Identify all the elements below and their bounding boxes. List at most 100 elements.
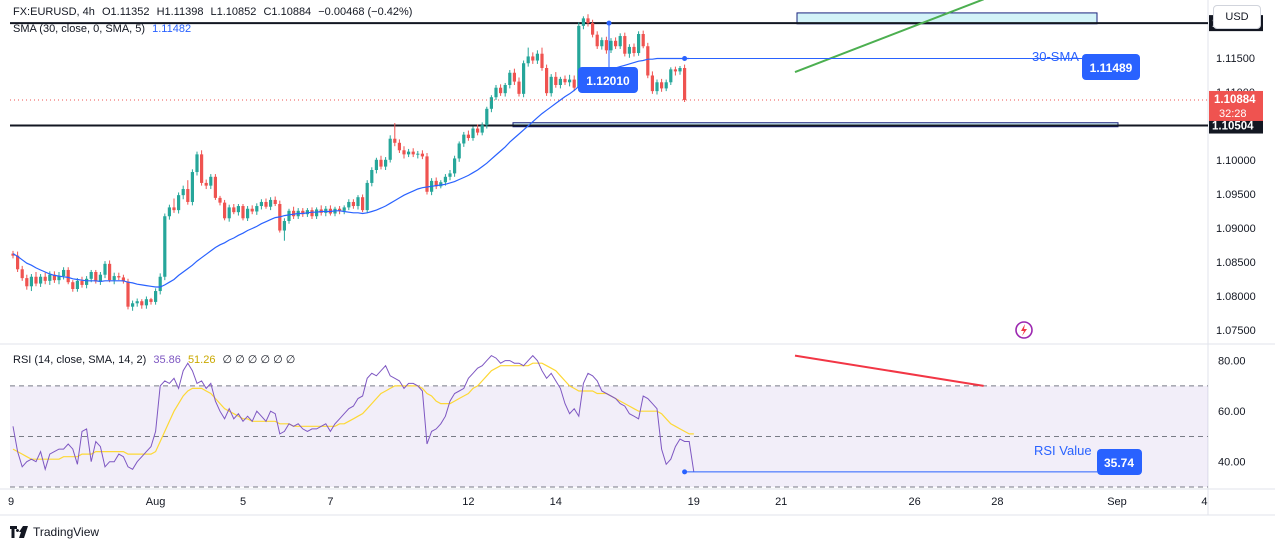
candle	[453, 155, 457, 177]
candle	[572, 75, 576, 92]
candle-body	[485, 108, 489, 126]
time-axis-label: 5	[240, 496, 246, 508]
candle	[347, 199, 351, 211]
legend-open: O1.11352	[101, 6, 150, 18]
rsi-callout-box	[1097, 449, 1142, 475]
candle	[241, 204, 245, 221]
candle	[595, 31, 599, 49]
candle-body	[57, 276, 61, 281]
candle	[57, 272, 61, 285]
candle	[177, 192, 181, 214]
candle-body	[623, 36, 627, 54]
candle-body	[664, 82, 668, 89]
candle-body	[52, 274, 56, 281]
candle	[554, 72, 558, 88]
lightning-icon-ring	[1015, 321, 1033, 339]
candle	[627, 44, 631, 58]
time-axis-label: 7	[327, 496, 333, 508]
candle-body	[466, 134, 470, 139]
candle-body	[227, 207, 231, 219]
candle-body	[503, 85, 507, 94]
candle-body	[480, 125, 484, 133]
candle	[568, 74, 572, 87]
candle-body	[637, 34, 641, 54]
candle-body	[540, 53, 544, 68]
candle	[71, 280, 75, 292]
rsi-callout-text: RSI Value	[1034, 443, 1092, 458]
candle	[522, 60, 526, 98]
time-axis-label: 14	[550, 496, 562, 508]
candle	[609, 38, 613, 54]
legend-low: L1.10852	[210, 6, 257, 18]
sma-callout-box	[1082, 54, 1140, 80]
candle-body	[609, 40, 613, 51]
candle	[664, 79, 668, 92]
candle-body	[494, 87, 498, 98]
candle-body	[361, 197, 365, 211]
candle-body	[241, 206, 245, 219]
candle-body	[305, 210, 309, 215]
candle-body	[512, 72, 516, 82]
candle	[448, 170, 452, 181]
candle-body	[439, 182, 443, 187]
candle	[650, 71, 654, 94]
candle-body	[591, 23, 595, 35]
candle-body	[218, 197, 222, 203]
candle	[204, 179, 208, 190]
price-trendline	[794, 0, 984, 74]
candle-body	[393, 138, 397, 143]
rsi-legend-extra: ∅ ∅ ∅ ∅ ∅ ∅	[222, 354, 296, 366]
candle-body	[572, 79, 576, 88]
price-axis-level-box	[1209, 117, 1263, 134]
candle	[655, 79, 659, 95]
time-axis-label: 4	[1201, 496, 1207, 508]
candle	[273, 196, 277, 207]
candle-body	[16, 255, 20, 270]
candle	[108, 260, 112, 283]
candle	[66, 267, 70, 285]
candle	[641, 30, 645, 49]
candle-body	[292, 210, 296, 217]
candle-body	[301, 210, 305, 215]
time-axis-label: Aug	[146, 496, 166, 508]
lightning-event-icon	[1015, 321, 1033, 339]
candle	[16, 251, 20, 272]
sma-callout-dot	[682, 55, 688, 61]
candle-body	[167, 207, 171, 217]
candle	[80, 276, 84, 288]
candle-body	[425, 156, 429, 192]
candle	[342, 205, 346, 215]
candle-body	[388, 138, 392, 160]
candle-body	[370, 170, 374, 183]
candle	[43, 272, 47, 285]
candle-body	[351, 201, 355, 207]
candle	[604, 36, 608, 54]
rsi-axis-tick: 80.00	[1218, 356, 1246, 368]
candle	[503, 82, 507, 97]
time-axis-label: 9	[8, 496, 14, 508]
candle	[384, 157, 388, 170]
candle	[494, 85, 498, 100]
candle	[660, 78, 664, 92]
candle	[11, 250, 15, 259]
candle	[517, 77, 521, 97]
candle	[462, 131, 466, 147]
candle-body	[627, 46, 631, 54]
candle-body	[508, 72, 512, 85]
candle-body	[379, 159, 383, 167]
rsi-ma-line	[12, 362, 694, 460]
currency-button[interactable]: USD	[1213, 5, 1261, 29]
price-axis-tick: 1.10000	[1216, 155, 1256, 167]
candle	[411, 148, 415, 158]
candle	[144, 296, 148, 309]
candle	[370, 167, 374, 187]
candle	[457, 141, 461, 162]
candle-body	[434, 180, 438, 187]
legend-high: H1.11398	[156, 6, 204, 18]
candle	[600, 37, 604, 50]
candle-body	[673, 69, 677, 72]
candle-body	[80, 280, 84, 285]
candle	[485, 106, 489, 129]
